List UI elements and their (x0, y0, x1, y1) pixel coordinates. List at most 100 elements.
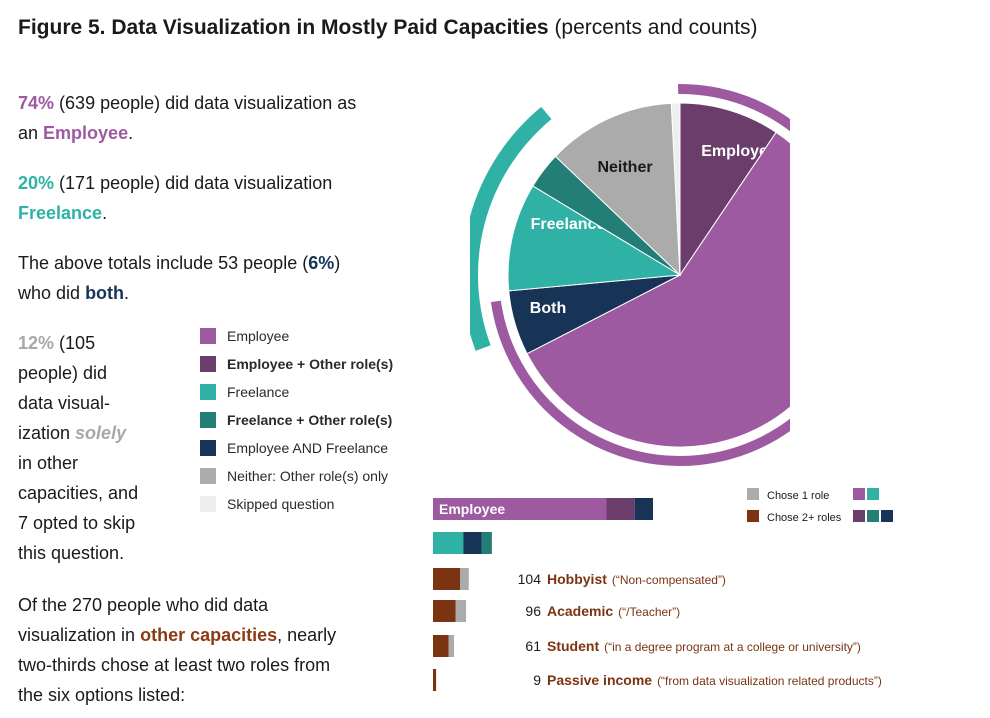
text-fragment: visualization in (18, 625, 136, 645)
bar-legend-color-chip (867, 488, 879, 500)
bar-label: Hobbyist (547, 571, 607, 587)
figure-title: Figure 5. Data Visualization in Mostly P… (18, 16, 758, 40)
text-fragment: ization (18, 423, 71, 443)
text-fragment: two-thirds chose at least two roles from (18, 655, 331, 675)
freelance-outer-arc (470, 106, 552, 351)
legend-swatch (200, 384, 216, 400)
freelance-role-text: Freelance (18, 203, 103, 223)
legend-label: Employee AND Freelance (227, 440, 389, 456)
neither-paragraph: 12% (105 people) did data visual- izatio… (18, 328, 138, 568)
bar-legend-label: Chose 2+ roles (767, 512, 842, 524)
pie-slice (679, 102, 777, 277)
neither-percent: 12% (18, 333, 55, 353)
bar-count: 96 (525, 603, 541, 619)
both-percent: 6% (308, 253, 335, 273)
bar-label: Employee (439, 501, 505, 517)
legend-swatch (200, 440, 216, 456)
bar-count: 61 (525, 638, 541, 654)
figure-title-sub: (percents and counts) (554, 16, 758, 39)
bar-description: (“/Teacher”) (618, 605, 680, 619)
bar-segment (481, 532, 492, 554)
text-fragment: in other (18, 453, 79, 473)
pie-slice-label: Freelance (531, 216, 606, 233)
text-fragment: capacities, and (18, 483, 139, 503)
both-role-text: both (85, 283, 125, 303)
bar-segment (463, 532, 482, 554)
text-fragment: (105 (59, 333, 96, 353)
text-fragment: The above totals include 53 people ( (18, 253, 309, 273)
pie-slice-label: Both (530, 300, 566, 317)
text-fragment: people) did (18, 363, 108, 383)
other-capacities-text: other capacities (140, 625, 278, 645)
text-fragment: an (18, 123, 39, 143)
text-fragment: data visual- (18, 393, 111, 413)
solely-text: solely (75, 423, 127, 443)
text-fragment: 7 opted to skip (18, 513, 136, 533)
bar-segment (460, 568, 469, 590)
pie-slice (507, 185, 682, 292)
freelance-count-text: (171 people) did data visualization (59, 173, 333, 193)
legend-swatch (200, 468, 216, 484)
legend-swatch (200, 356, 216, 372)
pie-slice (554, 102, 681, 277)
legend-label: Neither: Other role(s) only (227, 468, 389, 484)
bar-segment (606, 498, 635, 520)
text-fragment: . (128, 123, 134, 143)
bar-description: (“Non-compensated”) (612, 573, 726, 587)
text-fragment: . (102, 203, 108, 223)
bar-segment (433, 568, 461, 590)
legend-label: Employee (227, 328, 290, 344)
other-capacities-paragraph: Of the 270 people who did data visualiza… (18, 590, 336, 710)
bar-segment (455, 600, 467, 622)
pie-slice (670, 102, 681, 276)
bar-legend-swatch (747, 488, 759, 500)
text-fragment: Of the 270 people who did data (18, 595, 269, 615)
bar-legend-color-chip (853, 488, 865, 500)
employee-outer-arc (490, 84, 790, 466)
pie-slice-label: Neither (597, 159, 652, 176)
text-fragment: , nearly (277, 625, 337, 645)
legend-swatch (200, 496, 216, 512)
legend-swatch (200, 328, 216, 344)
legend-label: Employee + Other role(s) (227, 356, 394, 372)
freelance-percent: 20% (18, 173, 55, 193)
employee-role-text: Employee (43, 123, 129, 143)
bar-legend-swatch (747, 510, 759, 522)
bar-segment (433, 669, 437, 691)
employee-count-text: (639 people) did data visualization as (59, 93, 357, 113)
freelance-paragraph: 20% (171 people) did data visualization … (18, 168, 332, 228)
legend-label: Skipped question (227, 496, 335, 512)
employee-paragraph: 74% (639 people) did data visualization … (18, 88, 356, 148)
bar-label: Passive income (547, 672, 652, 688)
bar-segment (433, 600, 456, 622)
bar-segment (433, 532, 464, 554)
bar-segment (634, 498, 653, 520)
legend-label: Freelance (227, 384, 290, 400)
bar-segment (448, 635, 455, 657)
bar-label: Academic (547, 603, 613, 619)
employee-percent: 74% (18, 93, 55, 113)
legend-swatch (200, 412, 216, 428)
text-fragment: who did (18, 283, 81, 303)
bar-description: (“in a degree program at a college or un… (604, 640, 861, 654)
bar-legend-label: Chose 1 role (767, 490, 829, 502)
bar-legend-color-chip (853, 510, 865, 522)
both-paragraph: The above totals include 53 people (6%) … (18, 248, 340, 308)
text-fragment: the six options listed: (18, 685, 186, 705)
text-fragment: this question. (18, 543, 125, 563)
bar-segment (433, 498, 607, 520)
pie-slice (526, 131, 790, 448)
bar-segment (433, 635, 449, 657)
bar-legend-color-chip (867, 510, 879, 522)
figure-title-main: Figure 5. Data Visualization in Mostly P… (18, 16, 549, 39)
bar-count: 104 (518, 571, 542, 587)
legend-label: Freelance + Other role(s) (227, 412, 393, 428)
pie-chart: Employee Both Freelance Neither (470, 84, 790, 466)
text-fragment: . (124, 283, 130, 303)
bar-description: (“from data visualization related produc… (657, 674, 882, 688)
text-fragment: ) (334, 253, 341, 273)
bar-legend-color-chip (881, 510, 893, 522)
bar-label: Student (547, 638, 599, 654)
bar-count: 9 (533, 672, 541, 688)
